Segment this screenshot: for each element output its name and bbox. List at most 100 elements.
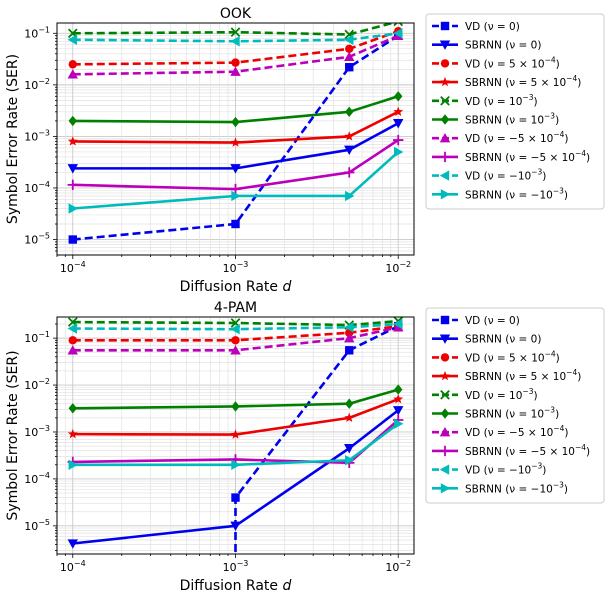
legend-item-5: VD (ν = 10−3): [432, 93, 538, 108]
series-6: [68, 91, 403, 128]
marker-star: [393, 393, 404, 404]
legend-label: VD (ν = −10−3): [465, 462, 546, 477]
series-line: [72, 422, 400, 467]
marker-triangle-right: [68, 459, 78, 470]
marker-star: [230, 137, 241, 147]
marker-plus: [393, 134, 404, 146]
series-line: [72, 322, 399, 331]
marker-diamond: [231, 116, 240, 128]
series-line: [234, 324, 399, 554]
marker-x: [393, 23, 404, 27]
series-line: [72, 110, 399, 144]
marker-star: [67, 136, 78, 146]
marker-triangle-up: [230, 345, 241, 355]
marker-plus: [230, 183, 241, 195]
legend-label: SBRNN (ν = 5 × 10−4): [465, 368, 581, 383]
marker-circle: [440, 353, 450, 362]
marker-triangle-right: [231, 459, 241, 470]
marker-triangle-down: [439, 40, 451, 50]
legend-label: SBRNN (ν = −10−3): [465, 186, 568, 201]
legend-box: [425, 13, 605, 210]
chart-title: 4-PAM: [214, 300, 257, 316]
series-line: [72, 397, 399, 436]
legend-item-1: VD (ν = 0): [432, 315, 520, 327]
series-line: [72, 388, 399, 410]
series-line: [72, 150, 400, 210]
legend-item-5: VD (ν = 10−3): [432, 387, 538, 402]
marker-x: [440, 95, 450, 106]
marker-square: [345, 346, 354, 355]
chart-title: OOK: [220, 6, 252, 22]
legend-item-6: SBRNN (ν = 10−3): [432, 406, 559, 421]
series-line: [72, 29, 399, 66]
marker-triangle-down: [67, 164, 78, 174]
marker-plus: [67, 179, 78, 191]
legend-label: VD (ν = 5 × 10−4): [465, 349, 560, 364]
legend-label: SBRNN (ν = 0): [465, 40, 541, 52]
chart-panel-1: 10−5 10−4 10−3 10−2 10−1 10−4 10−3 10−2 OOK Diffu…: [5, 6, 605, 295]
series-line: [72, 319, 399, 327]
marker-square: [231, 493, 240, 502]
marker-star: [230, 429, 241, 439]
legend-item-4: SBRNN (ν = 5 × 10−4): [432, 74, 581, 89]
legend-item-7: VD (ν = −5 × 10−4): [432, 424, 569, 439]
marker-diamond: [345, 398, 354, 409]
legend-label: SBRNN (ν = 0): [465, 334, 541, 346]
marker-circle: [345, 44, 354, 54]
x-tick-label: 10−2: [385, 260, 411, 275]
marker-triangle-left: [230, 36, 240, 47]
marker-triangle-down: [67, 539, 78, 549]
y-tick-label: 10−4: [24, 180, 50, 195]
y-axis-label: Symbol Error Rate (SER): [5, 54, 21, 224]
marker-triangle-left: [67, 34, 77, 45]
y-tick-label: 10−4: [24, 471, 50, 486]
marker-triangle-up: [67, 69, 78, 79]
y-tick-label: 10−1: [24, 25, 50, 40]
series-line: [72, 34, 399, 241]
marker-triangle-right: [440, 483, 451, 494]
marker-circle: [68, 336, 77, 345]
legend-item-2: SBRNN (ν = 0): [432, 40, 541, 52]
x-tick-label: 10−4: [60, 559, 86, 574]
y-tick-label: 10−3: [24, 128, 50, 143]
legend: VD (ν = 0) SBRNN (ν = 0) VD (ν = 5 × 10−4)…: [425, 13, 605, 210]
marker-square: [231, 219, 240, 229]
legend: VD (ν = 0) SBRNN (ν = 0) VD (ν = 5 × 10−4)…: [425, 307, 605, 504]
marker-triangle-right: [440, 189, 451, 200]
y-tick-label: 10−1: [24, 330, 50, 345]
marker-square: [440, 315, 450, 325]
marker-triangle-down: [344, 145, 355, 156]
marker-circle: [231, 336, 240, 345]
y-tick-label: 10−2: [24, 377, 50, 392]
marker-triangle-up: [67, 345, 78, 355]
marker-diamond: [440, 408, 450, 419]
ticks: 10−5 10−4 10−3 10−2 10−1 10−4 10−3 10−2: [24, 323, 411, 574]
legend-label: VD (ν = 10−3): [465, 93, 538, 108]
y-tick-label: 10−5: [24, 232, 50, 247]
marker-triangle-right: [231, 190, 241, 202]
legend-label: VD (ν = 0): [465, 315, 520, 327]
marker-star: [440, 76, 450, 87]
marker-diamond: [345, 106, 354, 118]
series-line: [72, 409, 400, 545]
marker-triangle-up: [230, 66, 241, 76]
marker-diamond: [68, 115, 77, 127]
series-line: [72, 95, 399, 124]
marker-triangle-down: [344, 444, 355, 454]
legend-item-9: VD (ν = −10−3): [432, 168, 546, 183]
series-6: [68, 384, 403, 414]
y-tick-label: 10−3: [24, 424, 50, 439]
marker-triangle-left: [344, 322, 354, 333]
series-line: [72, 122, 399, 170]
marker-star: [393, 106, 404, 117]
marker-triangle-up: [439, 427, 451, 437]
x-tick-label: 10−2: [385, 559, 411, 574]
series-8: [67, 134, 404, 195]
marker-triangle-left: [344, 34, 354, 45]
marker-triangle-left: [67, 323, 77, 334]
series-9: [67, 318, 403, 335]
marker-triangle-left: [393, 318, 403, 330]
legend-label: VD (ν = −10−3): [465, 168, 546, 183]
series-line: [72, 324, 399, 342]
x-tick-label: 10−4: [60, 260, 86, 275]
